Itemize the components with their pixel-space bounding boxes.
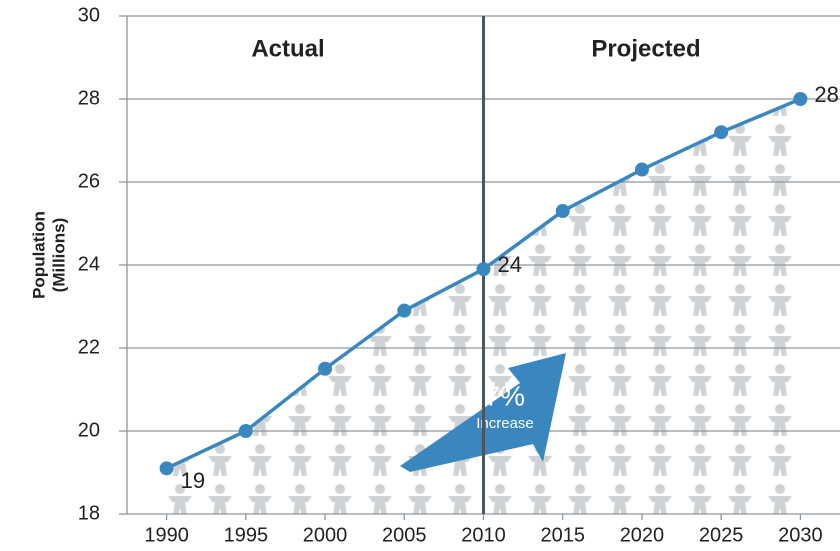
point	[476, 262, 491, 277]
x-tick-label: 1995	[224, 524, 269, 546]
x-tick-label: 2010	[461, 524, 506, 546]
point	[714, 125, 729, 140]
x-tick-label: 1990	[144, 524, 189, 546]
annotation: 47%	[469, 380, 525, 411]
x-tick-label: 2020	[620, 524, 665, 546]
data-label: 19	[181, 468, 205, 493]
y-tick-label: 28	[78, 87, 100, 109]
data-label: 24	[498, 252, 522, 277]
y-tick-label: 26	[78, 170, 100, 192]
y-label: Population	[29, 211, 48, 299]
point	[318, 361, 333, 376]
annotation: Actual	[251, 35, 324, 62]
y-tick-label: 22	[78, 336, 100, 358]
point	[238, 424, 253, 438]
point	[555, 204, 570, 219]
x-tick-label: 2030	[778, 524, 823, 546]
x-tick-label: 2005	[382, 524, 427, 546]
y-tick-label: 24	[78, 253, 100, 275]
annotation: Projected	[591, 35, 700, 62]
y-tick-label: 20	[78, 419, 100, 441]
x-tick-label: 2015	[540, 524, 585, 546]
point	[397, 303, 412, 318]
y-tick-label: 18	[78, 502, 100, 524]
annotation: Increase	[476, 415, 534, 432]
point	[159, 461, 174, 476]
point	[634, 162, 649, 177]
x-tick-label: 2025	[699, 524, 744, 546]
y-label: (Millions)	[49, 218, 68, 293]
x-tick-label: 2000	[303, 524, 348, 546]
point	[793, 92, 808, 106]
y-tick-label: 30	[78, 4, 100, 26]
data-label: 28	[814, 82, 838, 107]
